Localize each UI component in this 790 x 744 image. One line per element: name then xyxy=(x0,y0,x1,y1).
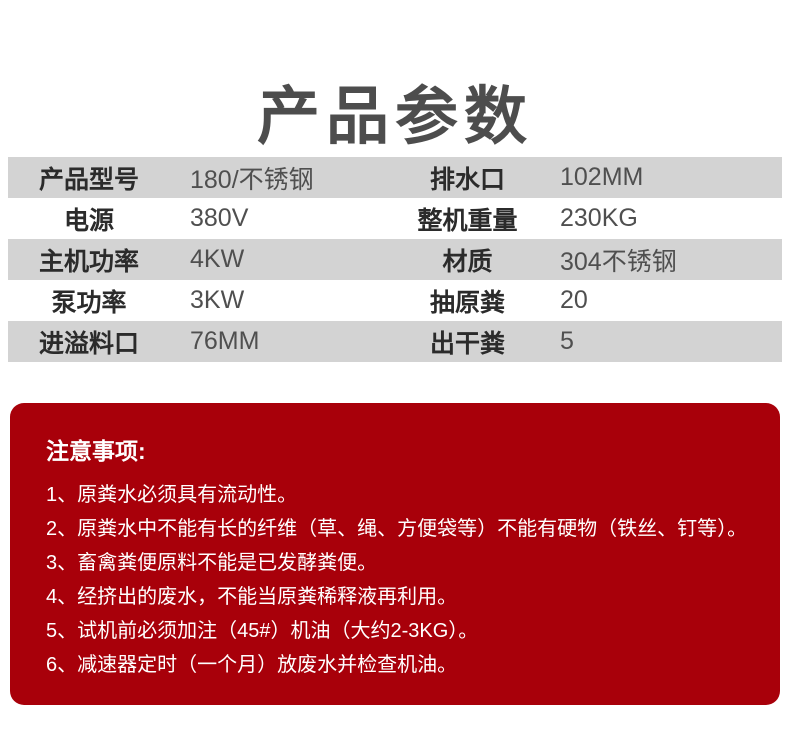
spec-value: 5 xyxy=(560,327,574,355)
spec-row: 产品型号 180/不锈钢 排水口 102MM xyxy=(8,157,782,198)
page-title: 产品参数 xyxy=(257,82,533,153)
spec-value: 180/不锈钢 xyxy=(190,165,314,194)
spec-label: 泵功率 xyxy=(51,288,127,317)
notice-item: 2、原粪水中不能有长的纤维（草、绳、方便袋等）不能有硬物（铁丝、钉等）。 xyxy=(46,518,748,540)
notice-item: 3、畜禽粪便原料不能是已发酵粪便。 xyxy=(46,552,378,574)
notice-heading: 注意事项: xyxy=(46,438,146,464)
spec-row: 主机功率 4KW 材质 304不锈钢 xyxy=(8,239,782,280)
notice-item: 1、原粪水必须具有流动性。 xyxy=(46,484,298,506)
spec-row: 泵功率 3KW 抽原粪 20 xyxy=(8,280,782,321)
spec-value: 4KW xyxy=(190,245,245,273)
notice-panel: 注意事项: 1、原粪水必须具有流动性。 2、原粪水中不能有长的纤维（草、绳、方便… xyxy=(10,403,780,705)
spec-label: 抽原粪 xyxy=(429,288,505,317)
spec-label: 产品型号 xyxy=(38,165,139,194)
spec-label: 材质 xyxy=(442,247,493,276)
spec-value: 20 xyxy=(560,286,588,314)
spec-value: 102MM xyxy=(560,163,644,191)
spec-value: 3KW xyxy=(190,286,245,314)
spec-label: 排水口 xyxy=(429,165,505,194)
spec-label: 进溢料口 xyxy=(38,329,139,358)
spec-row: 电源 380V 整机重量 230KG xyxy=(8,198,782,239)
spec-value: 380V xyxy=(190,204,249,232)
notice-item: 5、试机前必须加注（45#）机油（大约2-3KG）。 xyxy=(46,620,479,642)
spec-label: 整机重量 xyxy=(417,206,518,235)
spec-value: 230KG xyxy=(560,204,638,232)
spec-label: 主机功率 xyxy=(38,247,139,276)
notice-item: 4、经挤出的废水，不能当原粪稀释液再利用。 xyxy=(46,586,458,608)
spec-table: 产品型号 180/不锈钢 排水口 102MM 电源 380V 整机重量 230K… xyxy=(8,157,782,362)
spec-value: 76MM xyxy=(190,327,260,355)
spec-label: 电源 xyxy=(63,206,114,235)
spec-value: 304不锈钢 xyxy=(560,247,677,276)
spec-row: 进溢料口 76MM 出干粪 5 xyxy=(8,321,782,362)
notice-item: 6、减速器定时（一个月）放废水并检查机油。 xyxy=(46,654,458,676)
spec-label: 出干粪 xyxy=(429,329,505,358)
